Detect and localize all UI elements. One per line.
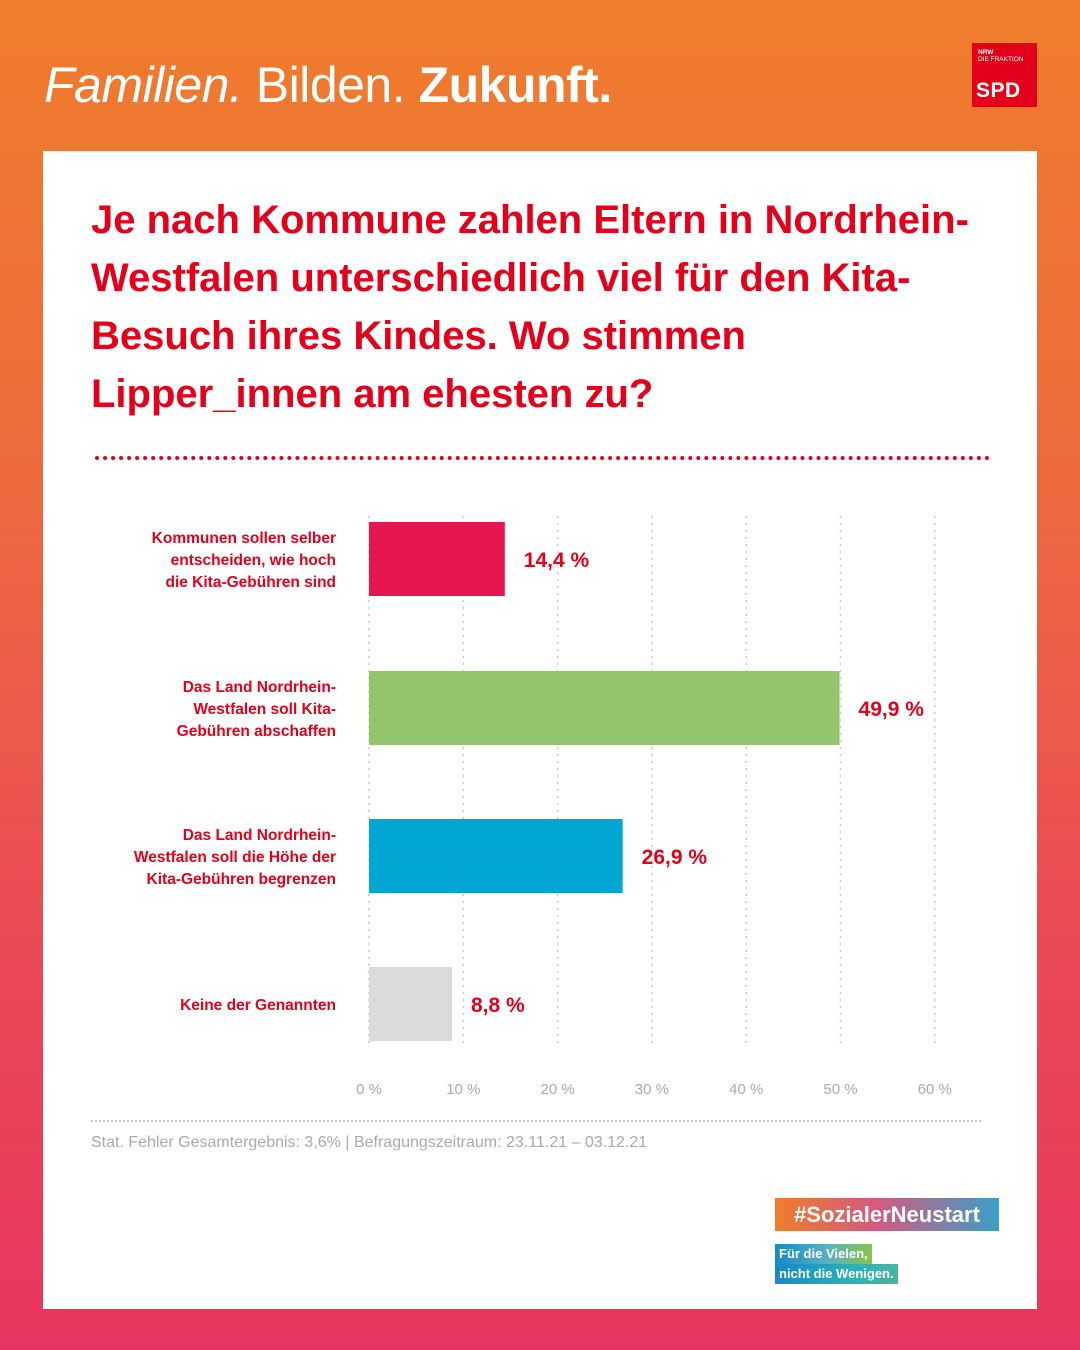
hashtag-badge: #SozialerNeustart xyxy=(775,1198,999,1231)
bar-value-label: 14,4 % xyxy=(524,549,590,572)
headline: Familien. Bilden. Zukunft. xyxy=(44,56,612,114)
x-tick-label: 40 % xyxy=(729,1081,763,1098)
category-label-line: Keine der Genannten xyxy=(180,997,336,1014)
x-tick-label: 50 % xyxy=(823,1081,857,1098)
category-label-line: Kommunen sollen selber xyxy=(152,530,336,547)
category-label-line: Das Land Nordrhein- xyxy=(183,679,336,696)
category-label: Das Land Nordrhein- Westfalen soll die Hö… xyxy=(134,827,336,888)
category-label-line: die Kita-Gebühren sind xyxy=(165,574,336,591)
bar-value-label: 8,8 % xyxy=(471,994,525,1017)
title-separator xyxy=(95,456,990,460)
category-label: Das Land Nordrhein- Westfalen soll Kita- G… xyxy=(177,679,336,740)
category-label-line: Westfalen soll Kita- xyxy=(193,701,336,718)
x-tick-label: 20 % xyxy=(540,1081,574,1098)
category-label: Keine der Genannten xyxy=(180,997,336,1014)
category-label-line: entscheiden, wie hoch xyxy=(171,552,336,569)
spd-logo: NRW DIE FRAKTION SPD xyxy=(972,43,1037,107)
logo-line1: NRW xyxy=(978,49,994,56)
content-card: Je nach Kommune zahlen Eltern in Nordrhe… xyxy=(43,151,1037,1309)
bar-value-label: 49,9 % xyxy=(859,698,925,721)
bar xyxy=(369,967,452,1041)
category-label-line: Kita-Gebühren begrenzen xyxy=(147,871,336,888)
category-label: Kommunen sollen selber entscheiden, wie h… xyxy=(152,530,336,591)
footnote-separator xyxy=(91,1120,981,1122)
slogan-line2: nicht die Wenigen. xyxy=(775,1264,898,1284)
footnote: Stat. Fehler Gesamtergebnis: 3,6% | Befr… xyxy=(91,1134,648,1151)
x-tick-label: 0 % xyxy=(356,1081,382,1098)
bar-value-label: 26,9 % xyxy=(642,846,708,869)
headline-word-familien: Familien. xyxy=(44,57,243,113)
slogan-line1: Für die Vielen, xyxy=(775,1244,872,1264)
question-title: Je nach Kommune zahlen Eltern in Nordrhe… xyxy=(91,198,969,416)
logo-brand: SPD xyxy=(976,79,1021,102)
logo-subtitle: NRW DIE FRAKTION xyxy=(978,49,1024,63)
x-tick-label: 60 % xyxy=(918,1081,952,1098)
logo-line2: DIE FRAKTION xyxy=(978,56,1024,63)
bar xyxy=(369,819,623,893)
slogan: Für die Vielen, nicht die Wenigen. xyxy=(775,1244,898,1284)
category-label-line: Gebühren abschaffen xyxy=(177,723,336,740)
bar xyxy=(369,522,505,596)
bar xyxy=(369,671,840,745)
bar-chart: 0 % 10 % 20 % 30 % 40 % 50 % 60 % 14,4 % Kommune… xyxy=(134,516,952,1098)
headline-word-zukunft: Zukunft. xyxy=(418,57,613,113)
headline-word-bilden: Bilden. xyxy=(255,57,406,113)
x-tick-label: 10 % xyxy=(446,1081,480,1098)
category-label-line: Das Land Nordrhein- xyxy=(183,827,336,844)
category-label-line: Westfalen soll die Höhe der xyxy=(134,849,336,866)
x-tick-label: 30 % xyxy=(635,1081,669,1098)
